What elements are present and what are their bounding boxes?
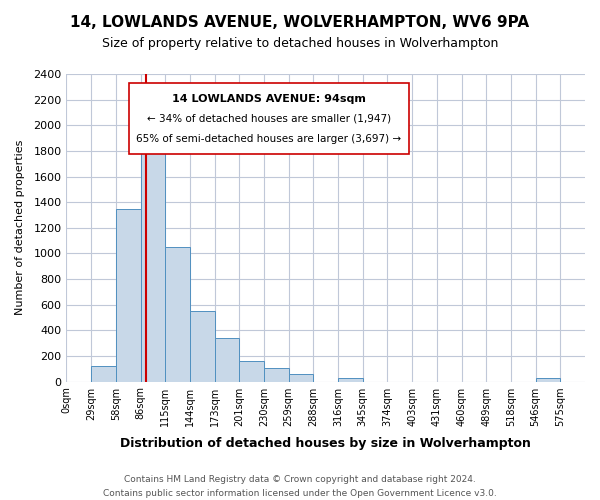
Text: ← 34% of detached houses are smaller (1,947): ← 34% of detached houses are smaller (1,… — [146, 114, 391, 124]
Bar — [338, 378, 363, 382]
Text: Contains HM Land Registry data © Crown copyright and database right 2024.
Contai: Contains HM Land Registry data © Crown c… — [103, 476, 497, 498]
Bar — [239, 361, 264, 382]
Bar — [165, 247, 190, 382]
Bar — [140, 138, 165, 382]
Bar — [215, 338, 239, 382]
Bar — [536, 378, 560, 382]
FancyBboxPatch shape — [128, 83, 409, 154]
Text: 14, LOWLANDS AVENUE, WOLVERHAMPTON, WV6 9PA: 14, LOWLANDS AVENUE, WOLVERHAMPTON, WV6 … — [70, 15, 530, 30]
Bar — [264, 368, 289, 382]
Y-axis label: Number of detached properties: Number of detached properties — [15, 140, 25, 316]
Bar — [190, 311, 215, 382]
Bar — [91, 366, 116, 382]
Text: Size of property relative to detached houses in Wolverhampton: Size of property relative to detached ho… — [102, 38, 498, 51]
X-axis label: Distribution of detached houses by size in Wolverhampton: Distribution of detached houses by size … — [120, 437, 531, 450]
Bar — [289, 374, 313, 382]
Bar — [116, 208, 140, 382]
Text: 65% of semi-detached houses are larger (3,697) →: 65% of semi-detached houses are larger (… — [136, 134, 401, 144]
Text: 14 LOWLANDS AVENUE: 94sqm: 14 LOWLANDS AVENUE: 94sqm — [172, 94, 365, 104]
